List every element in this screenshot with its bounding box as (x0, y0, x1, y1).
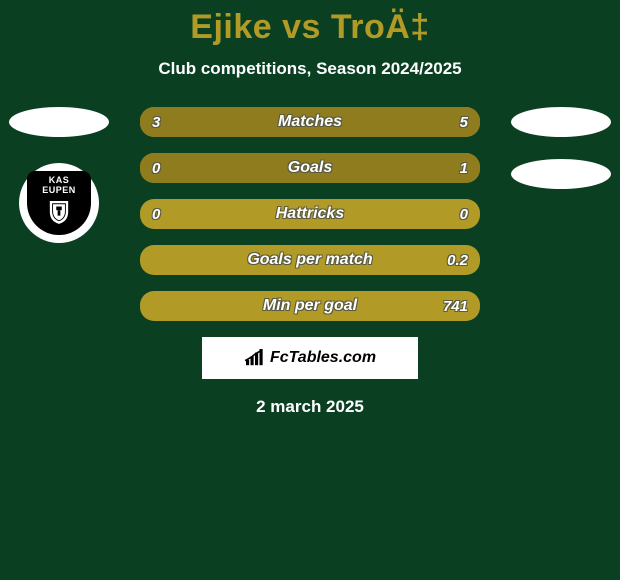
left-badges: KAS EUPEN (4, 107, 114, 243)
player-oval-left (9, 107, 109, 137)
page-title: Ejike vs TroÄ‡ (0, 0, 620, 47)
shield-icon (48, 199, 70, 225)
stat-value-right: 0.2 (447, 245, 468, 275)
stat-label: Goals (140, 153, 480, 183)
stat-row: 0Hattricks0 (140, 199, 480, 229)
stat-label: Matches (140, 107, 480, 137)
content-area: KAS EUPEN 3Matches50Goals10Hattricks0Goa… (0, 107, 620, 417)
player-oval-right (511, 107, 611, 137)
stat-bars: 3Matches50Goals10Hattricks0Goals per mat… (140, 107, 480, 321)
stat-value-right: 5 (460, 107, 468, 137)
club-badge-shield: KAS EUPEN (27, 171, 91, 235)
stat-row: 3Matches5 (140, 107, 480, 137)
stat-value-right: 1 (460, 153, 468, 183)
stat-row: Min per goal741 (140, 291, 480, 321)
club-badge-left: KAS EUPEN (19, 163, 99, 243)
footer-date: 2 march 2025 (0, 397, 620, 417)
right-badges (506, 107, 616, 211)
stat-label: Hattricks (140, 199, 480, 229)
stat-row: 0Goals1 (140, 153, 480, 183)
stat-label: Goals per match (140, 245, 480, 275)
stat-label: Min per goal (140, 291, 480, 321)
stat-row: Goals per match0.2 (140, 245, 480, 275)
page-subtitle: Club competitions, Season 2024/2025 (0, 59, 620, 79)
footer-logo[interactable]: FcTables.com (202, 337, 418, 379)
club-badge-name: KAS (49, 175, 70, 185)
footer-logo-text: FcTables.com (270, 349, 376, 367)
club-badge-sub: EUPEN (42, 185, 76, 195)
club-oval-right (511, 159, 611, 189)
stat-value-right: 741 (443, 291, 468, 321)
comparison-card: Ejike vs TroÄ‡ Club competitions, Season… (0, 0, 620, 580)
bar-chart-icon (244, 349, 266, 367)
stat-value-right: 0 (460, 199, 468, 229)
